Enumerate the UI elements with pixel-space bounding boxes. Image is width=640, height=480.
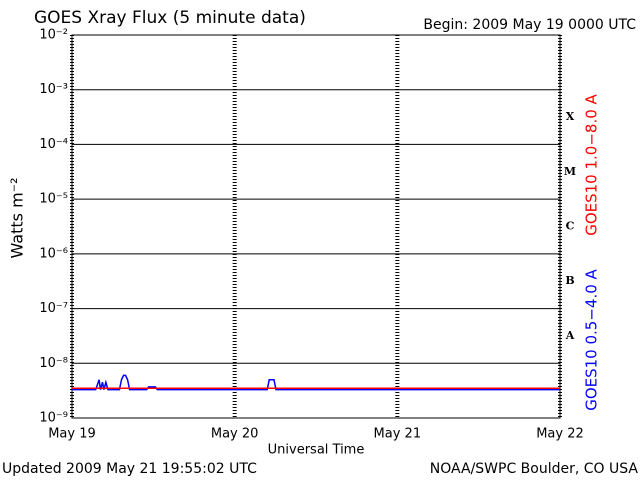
flare-class-label: X [566,110,575,123]
chart-title: GOES Xray Flux (5 minute data) [34,8,306,28]
x-tick-label: May 20 [211,427,259,442]
y-axis-label: Watts m⁻² [8,177,27,258]
flare-class-label: A [565,329,575,342]
y-tick-label: 10⁻⁹ [39,411,68,426]
y-tick-label: 10⁻³ [39,82,68,97]
chart-subtitle: Begin: 2009 May 19 0000 UTC [423,17,636,33]
x-tick-label: May 19 [48,427,96,442]
footer-left: Updated 2009 May 21 19:55:02 UTC [2,461,257,477]
x-tick-label: May 22 [536,427,584,442]
flare-class-label: B [565,274,574,287]
legend-entry: GOES10 1.0−8.0 A [583,93,601,235]
footer-right: NOAA/SWPC Boulder, CO USA [430,461,639,477]
x-tick-label: May 21 [374,427,422,442]
y-tick-label: 10⁻⁶ [39,246,68,261]
flare-class-label: M [564,165,576,178]
y-tick-label: 10⁻⁸ [39,356,68,371]
flare-class-label: C [566,220,575,233]
y-tick-label: 10⁻⁵ [39,192,68,207]
x-axis-label: Universal Time [268,443,365,458]
y-tick-label: 10⁻² [39,28,68,43]
y-tick-label: 10⁻⁴ [39,137,68,152]
legend-entry: GOES10 0.5−4.0 A [583,268,601,410]
y-tick-label: 10⁻⁷ [39,301,68,316]
